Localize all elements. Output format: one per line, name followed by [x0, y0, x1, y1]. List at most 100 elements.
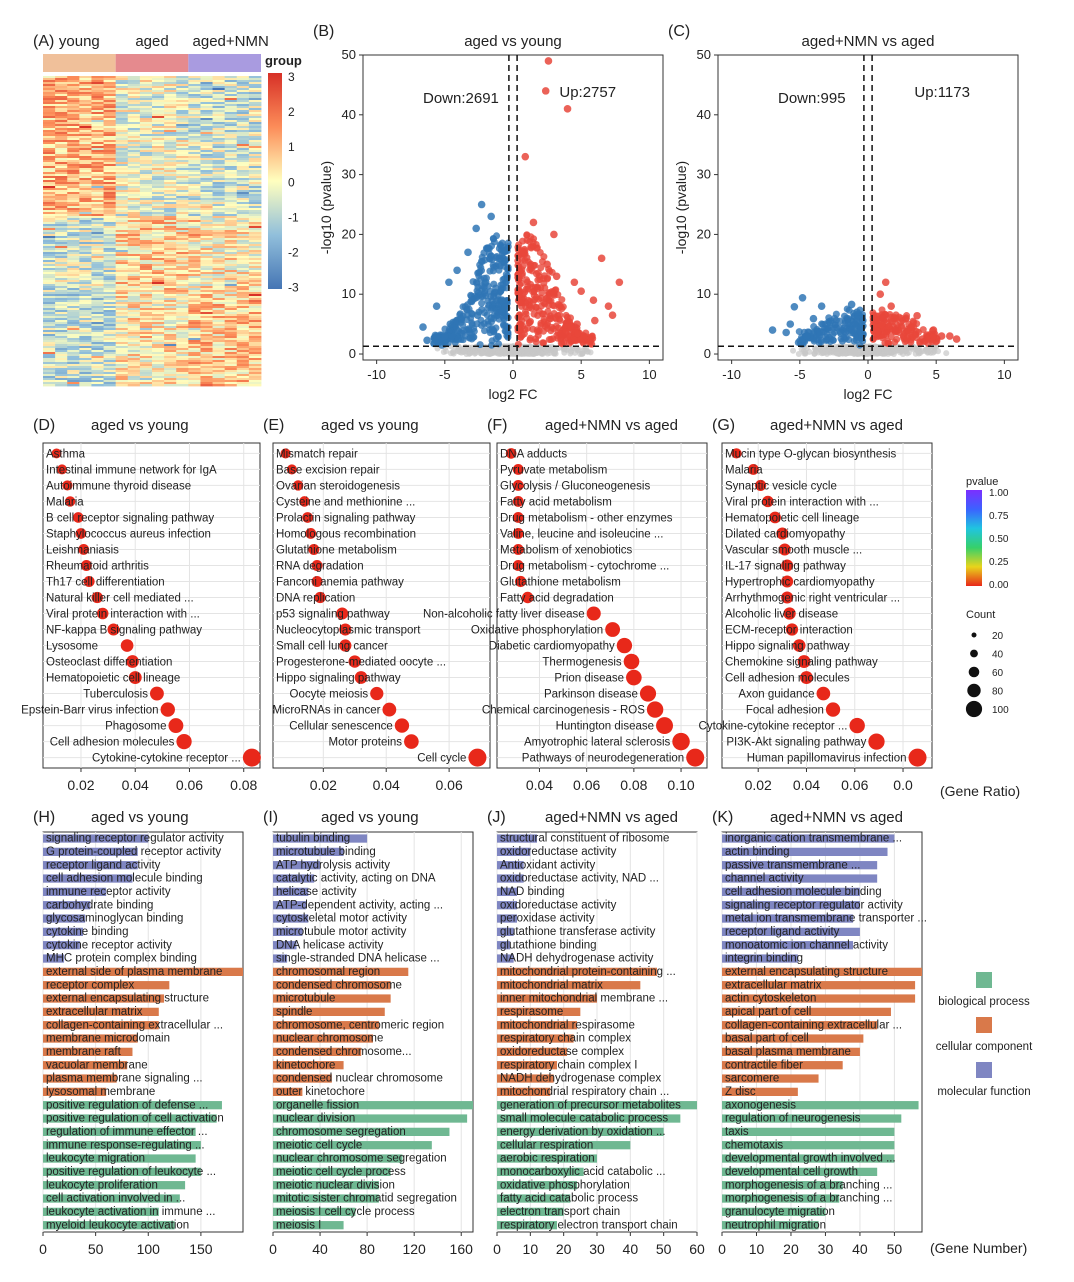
heatmap-cell [224, 248, 238, 251]
heatmap-cell [164, 366, 177, 369]
up-point [878, 306, 886, 314]
heatmap-cell [115, 188, 129, 191]
heatmap-cell [127, 228, 141, 231]
heatmap-cell [43, 214, 56, 217]
heatmap-cell [43, 326, 56, 329]
kegg-term-label: Viral protein interaction with ... [46, 609, 200, 621]
heatmap-cell [67, 76, 80, 79]
down-point [498, 296, 506, 304]
heatmap-cell [43, 262, 56, 265]
heatmap-cell [67, 206, 80, 209]
heatmap-cell [176, 154, 189, 157]
heatmap-cell [224, 188, 238, 191]
heatmap-cell [127, 348, 141, 351]
heatmap-cell [248, 232, 262, 235]
heatmap-cell [103, 246, 117, 249]
heatmap-cell [127, 260, 141, 263]
heatmap-cell [43, 286, 56, 289]
heatmap-cell [176, 210, 189, 213]
heatmap-cell [67, 346, 80, 349]
heatmap-cell [55, 276, 68, 279]
heatmap-cell [79, 310, 92, 313]
up-point [904, 326, 912, 334]
heatmap-cell [91, 142, 104, 145]
heatmap-cell [236, 102, 250, 105]
heatmap-cell [139, 378, 153, 381]
heatmap-cell [224, 338, 238, 341]
heatmap-cell [55, 128, 68, 131]
heatmap-cell [152, 102, 165, 105]
heatmap-cell [43, 172, 56, 175]
heatmap-cell [212, 188, 226, 191]
heatmap-cell [188, 376, 201, 379]
heatmap-cell [176, 234, 189, 237]
heatmap-cell [200, 174, 213, 177]
heatmap-cell [164, 98, 177, 101]
heatmap-cell [127, 320, 141, 323]
heatmap-cell [164, 124, 177, 127]
heatmap-cell [103, 162, 117, 165]
heatmap-cell [164, 188, 177, 191]
heatmap-cell [200, 166, 213, 169]
heatmap-cell [127, 202, 141, 205]
heatmap-cell [103, 106, 117, 109]
heatmap-cell [212, 168, 226, 171]
heatmap-cell [115, 194, 129, 197]
heatmap-cell [139, 208, 153, 211]
heatmap-cell [139, 156, 153, 159]
heatmap-cell [248, 356, 262, 359]
heatmap-cell [91, 122, 104, 125]
heatmap-cell [212, 116, 226, 119]
heatmap-cell [248, 126, 262, 129]
heatmap-cell [248, 116, 262, 119]
heatmap-cell [164, 186, 177, 189]
heatmap-cell [43, 234, 56, 237]
heatmap-cell [43, 358, 56, 361]
heatmap-cell [91, 262, 104, 265]
heatmap-cell [103, 372, 117, 375]
heatmap-cell [164, 184, 177, 187]
heatmap-cell [79, 252, 92, 255]
heatmap-cell [176, 306, 189, 309]
down-point [481, 327, 489, 335]
heatmap-cell [200, 310, 213, 313]
heatmap-cell [43, 302, 56, 305]
heatmap-cell [176, 214, 189, 217]
heatmap-cell [115, 364, 129, 367]
heatmap-cell [200, 280, 213, 283]
heatmap-cell [176, 252, 189, 255]
down-point [853, 308, 861, 316]
heatmap-cell [236, 228, 250, 231]
heatmap-cell [67, 84, 80, 87]
heatmap-cell [248, 146, 262, 149]
heatmap-cell [248, 384, 262, 387]
heatmap-cell [91, 88, 104, 91]
heatmap-cell [103, 318, 117, 321]
volcano-frame [717, 54, 1019, 361]
heatmap-cell [164, 262, 177, 265]
heatmap-cell [115, 286, 129, 289]
heatmap-cell [91, 206, 104, 209]
heatmap-cell [139, 194, 153, 197]
heatmap-cell [176, 204, 189, 207]
heatmap-cell [91, 200, 104, 203]
kegg-dot [160, 702, 175, 717]
heatmap-cell [79, 140, 92, 143]
heatmap-cell [127, 344, 141, 347]
heatmap-cell [55, 122, 68, 125]
heatmap-cell [152, 160, 165, 163]
heatmap-cell [188, 186, 201, 189]
heatmap-cell [164, 284, 177, 287]
heatmap-cell [103, 188, 117, 191]
heatmap-cell [103, 214, 117, 217]
heatmap-cell [248, 300, 262, 303]
heatmap-cell [55, 210, 68, 213]
heatmap-cell [248, 268, 262, 271]
down-point [795, 328, 803, 336]
heatmap-cell [224, 322, 238, 325]
heatmap-cell [91, 184, 104, 187]
heatmap-cell [200, 288, 213, 291]
heatmap-cell [200, 152, 213, 155]
heatmap-cell [79, 242, 92, 245]
